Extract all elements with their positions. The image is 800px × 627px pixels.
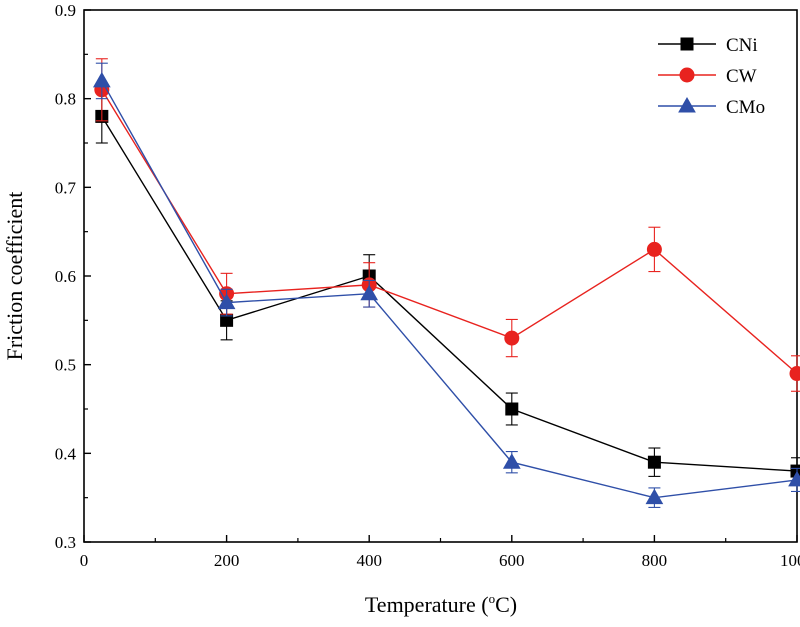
x-axis-title-unit: C) xyxy=(495,592,517,617)
legend-item-cmo: CMo xyxy=(658,96,765,118)
x-axis-title-main: Temperature ( xyxy=(365,592,489,617)
data-point-cw xyxy=(646,241,662,257)
x-axis-title: Temperature (oC) xyxy=(365,591,517,617)
data-point-cw xyxy=(504,330,520,346)
series-cw xyxy=(94,58,800,392)
data-point-cmo xyxy=(217,293,236,310)
data-point-cni xyxy=(505,402,519,416)
data-point-cni xyxy=(647,455,661,469)
y-tick-label: 0.8 xyxy=(55,90,76,109)
series-line-cw xyxy=(101,89,798,375)
data-point-cmo xyxy=(92,71,111,88)
data-point-cw xyxy=(789,366,800,382)
series-line-cni xyxy=(101,116,798,472)
data-point-cmo xyxy=(502,453,521,469)
data-point-cmo xyxy=(788,470,800,487)
plot-frame xyxy=(83,9,798,543)
x-tick-label: 400 xyxy=(356,551,382,570)
y-axis-title: Friction coefficient xyxy=(2,192,27,361)
legend-item-cw: CW xyxy=(658,66,757,87)
y-tick-label: 0.4 xyxy=(55,444,77,463)
y-tick-label: 0.9 xyxy=(55,1,76,20)
series-cni xyxy=(95,89,800,485)
y-tick-label: 0.6 xyxy=(55,267,76,286)
legend-marker-cmo xyxy=(678,96,696,113)
chart-axes: 0 200 400 600 800 1000 0.3 0.4 0.5 0.6 0.7 0.8 0.9 xyxy=(55,1,800,570)
y-tick-label: 0.7 xyxy=(55,178,77,197)
x-tick-label: 200 xyxy=(214,551,240,570)
x-axis-title-degree: o xyxy=(489,591,496,606)
legend-marker-cw xyxy=(679,67,695,83)
series-cmo xyxy=(92,62,800,508)
x-tick-label: 600 xyxy=(499,551,525,570)
legend-marker-cni xyxy=(680,37,694,51)
series-line-cmo xyxy=(101,80,798,499)
series-layer xyxy=(92,58,800,508)
legend-item-cni: CNi xyxy=(658,35,758,56)
y-tick-label: 0.3 xyxy=(55,533,76,552)
legend: CNi CW CMo xyxy=(658,35,765,118)
legend-label-cni: CNi xyxy=(726,35,758,56)
y-tick-label: 0.5 xyxy=(55,356,76,375)
x-tick-label: 1000 xyxy=(780,551,800,570)
x-tick-label: 0 xyxy=(80,551,89,570)
x-tick-label: 800 xyxy=(642,551,668,570)
legend-label-cw: CW xyxy=(726,66,757,87)
data-point-cmo xyxy=(645,488,664,505)
legend-label-cmo: CMo xyxy=(726,97,765,118)
data-point-cmo xyxy=(360,284,379,301)
